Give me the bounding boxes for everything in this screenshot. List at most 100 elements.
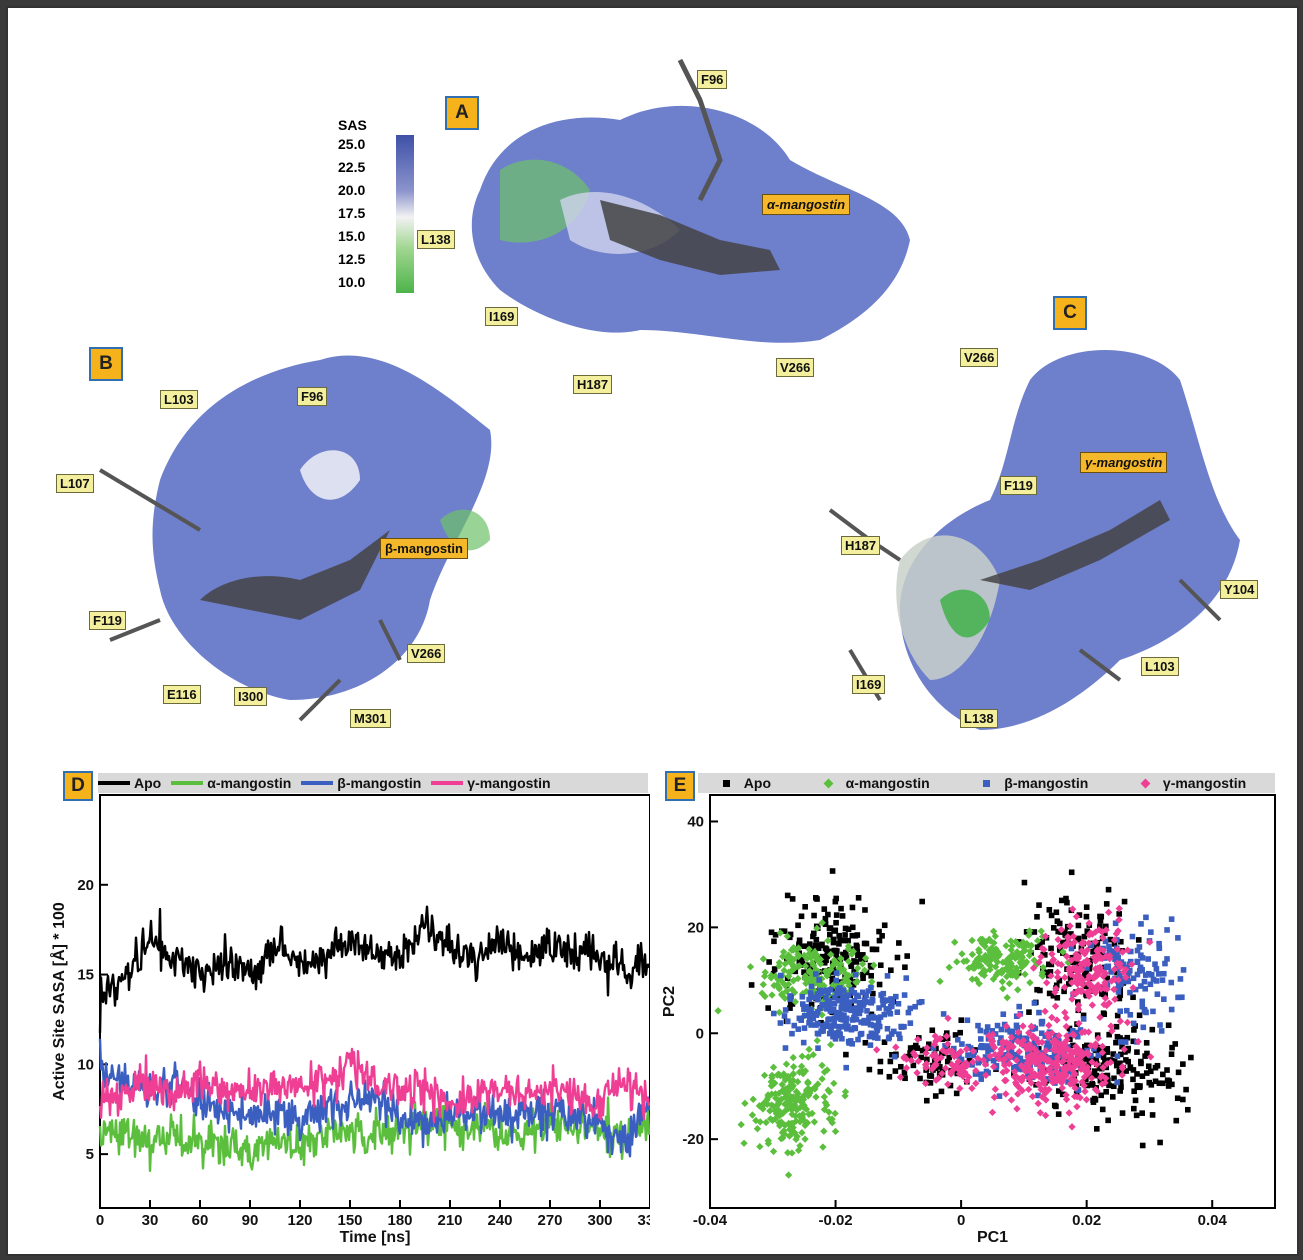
- scatter-point: [877, 1058, 884, 1065]
- scatter-point: [838, 1013, 844, 1019]
- scatter-point: [801, 972, 809, 980]
- scatter-point: [863, 1018, 870, 1025]
- scatter-point: [806, 941, 813, 947]
- legend-e: Apo α-mangostin β-mangostin γ-mangostin: [698, 773, 1275, 793]
- scatter-point: [860, 952, 866, 958]
- scatter-point: [796, 940, 803, 947]
- scatter-point: [1053, 982, 1060, 989]
- legend-swatch: [98, 781, 130, 785]
- scatter-point: [848, 1026, 855, 1033]
- scatter-point: [806, 996, 812, 1003]
- scatter-point: [807, 990, 814, 996]
- scatter-point: [1047, 972, 1055, 980]
- scatter-point: [1053, 909, 1060, 916]
- scatter-point: [1028, 1033, 1037, 1041]
- scatter-point: [862, 998, 868, 1005]
- scatter-point: [1166, 1078, 1173, 1084]
- scatter-point: [1091, 957, 1100, 965]
- scatter-point: [787, 996, 793, 1002]
- scatter-point: [863, 992, 869, 999]
- scatter-point: [1084, 928, 1091, 934]
- scatter-point: [1089, 1080, 1096, 1087]
- scatter-point: [1117, 1039, 1124, 1045]
- scatter-point: [1055, 1111, 1062, 1117]
- scatter-point: [1148, 1097, 1155, 1103]
- scatter-point: [1140, 1024, 1147, 1031]
- scatter-point: [892, 1053, 898, 1060]
- scatter-point: [950, 1045, 957, 1052]
- scatter-point: [1039, 963, 1047, 972]
- scatter-point: [792, 1104, 800, 1112]
- scatter-point: [819, 941, 825, 948]
- scatter-point: [896, 940, 902, 946]
- residue-label: E116: [163, 685, 201, 704]
- scatter-point: [1003, 957, 1012, 965]
- scatter-point: [1112, 920, 1119, 927]
- scatter-point: [1055, 1031, 1063, 1040]
- panel-label-b: B: [89, 347, 123, 381]
- panel-label-c: C: [1053, 296, 1087, 330]
- scatter-point: [1110, 1083, 1117, 1090]
- scatter-point: [919, 1047, 926, 1054]
- legend-item: β-mangostin: [301, 775, 421, 791]
- scatter-point: [990, 1043, 999, 1052]
- scatter-point: [1136, 944, 1143, 950]
- scatter-point: [1091, 938, 1100, 946]
- scatter-point: [818, 919, 826, 927]
- scatter-point: [1142, 985, 1149, 992]
- scatter-point: [1056, 977, 1063, 984]
- x-tick-label: 150: [337, 1212, 362, 1229]
- scatter-point: [1037, 987, 1043, 994]
- scatter-point: [1074, 986, 1082, 995]
- scatter-point: [940, 1011, 947, 1017]
- scatter-point: [1149, 1112, 1156, 1118]
- scatter-point: [772, 931, 779, 938]
- scatter-point: [833, 1009, 840, 1016]
- scatter-point: [1000, 1011, 1007, 1018]
- scatter-point: [1012, 1034, 1019, 1040]
- scatter-point: [1081, 1087, 1089, 1096]
- legend-label: γ-mangostin: [467, 775, 551, 791]
- scatter-point: [896, 1073, 905, 1081]
- scatter-point: [879, 997, 886, 1003]
- scatter-point: [989, 1028, 996, 1034]
- scatter-point: [800, 1039, 807, 1046]
- scatter-point: [864, 1008, 870, 1014]
- scatter-point: [871, 1022, 877, 1029]
- scatter-point: [1110, 1051, 1117, 1057]
- scatter-point: [789, 896, 796, 902]
- scatter-point: [1075, 999, 1081, 1005]
- scatter-point: [1090, 948, 1096, 955]
- scatter-point: [1085, 919, 1093, 927]
- scatter-point: [1131, 1088, 1137, 1095]
- scatter-point: [818, 990, 824, 997]
- scatter-point: [860, 971, 866, 978]
- scatter-point: [1138, 1060, 1144, 1067]
- scatter-point: [789, 1053, 797, 1062]
- scatter-point: [901, 1069, 908, 1076]
- scatter-point: [1120, 1045, 1128, 1053]
- scatter-point: [1157, 1022, 1163, 1028]
- scatter-point: [1093, 947, 1101, 955]
- residue-label: F119: [89, 611, 126, 630]
- residue-label: V266: [960, 348, 999, 367]
- scatter-point: [1141, 978, 1148, 985]
- scatter-point: [851, 1014, 857, 1021]
- scatter-point: [832, 1036, 839, 1042]
- scatter-point: [789, 1001, 796, 1007]
- scatter-point: [991, 1050, 999, 1059]
- scatter-point: [1054, 935, 1062, 944]
- scatter-point: [838, 1016, 844, 1023]
- scatter-point: [823, 957, 829, 964]
- scatter-point: [877, 962, 884, 969]
- scatter-point: [1105, 1117, 1111, 1124]
- scatter-point: [1108, 969, 1114, 975]
- scatter-point: [1002, 1076, 1010, 1085]
- scatter-point: [1015, 1048, 1023, 1056]
- scatter-point: [1127, 948, 1134, 955]
- scatter-point: [1062, 1022, 1070, 1031]
- legend-swatch: [983, 779, 991, 787]
- scatter-point: [924, 1056, 930, 1063]
- scatter-point: [1139, 1142, 1146, 1149]
- scatter-point: [1106, 1031, 1112, 1038]
